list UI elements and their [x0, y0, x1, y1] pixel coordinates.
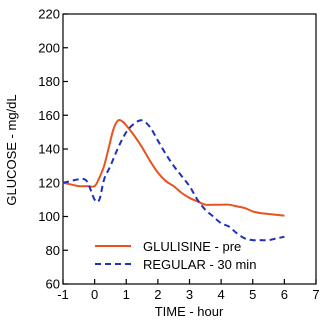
legend-label-1: REGULAR - 30 min: [143, 257, 256, 272]
legend-label-0: GLULISINE - pre: [143, 239, 241, 254]
series-layer: [63, 120, 284, 240]
x-tick-label-3: 2: [154, 287, 161, 302]
series-line-0: [63, 120, 284, 216]
y-tick-label-8: 220: [38, 7, 60, 22]
x-axis-label: TIME - hour: [155, 304, 224, 319]
y-tick-label-3: 120: [38, 175, 60, 190]
x-tick-label-2: 1: [123, 287, 130, 302]
legend-layer: GLULISINE - pre REGULAR - 30 min: [95, 239, 256, 272]
x-tick-label-6: 5: [249, 287, 256, 302]
y-tick-label-4: 140: [38, 142, 60, 157]
x-tick-label-1: 0: [91, 287, 98, 302]
y-axis-label: GLUCOSE - mg/dL: [4, 94, 19, 205]
x-tick-label-8: 7: [312, 287, 319, 302]
y-tick-label-1: 80: [46, 243, 60, 258]
x-tick-label-4: 3: [186, 287, 193, 302]
x-tick-label-7: 6: [281, 287, 288, 302]
y-tick-label-7: 200: [38, 40, 60, 55]
y-tick-label-5: 160: [38, 108, 60, 123]
x-tick-label-5: 4: [218, 287, 225, 302]
y-tick-label-2: 100: [38, 209, 60, 224]
y-tick-label-0: 60: [46, 277, 60, 292]
series-line-1: [63, 120, 284, 240]
y-tick-label-6: 180: [38, 74, 60, 89]
